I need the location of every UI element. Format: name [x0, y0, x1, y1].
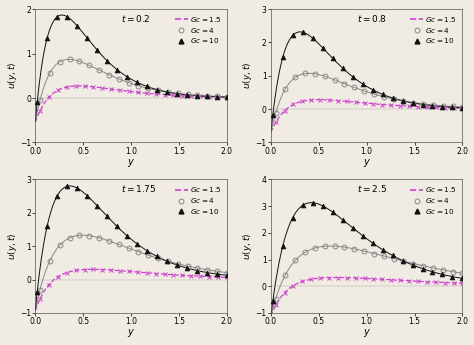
Legend: $Gc = 1.5$, $Gc = 4$, $Gc = 10$: $Gc = 1.5$, $Gc = 4$, $Gc = 10$: [173, 183, 223, 218]
X-axis label: $y$: $y$: [127, 327, 135, 339]
X-axis label: $y$: $y$: [127, 157, 135, 169]
Y-axis label: $u(y,t)$: $u(y,t)$: [6, 62, 18, 89]
Y-axis label: $u(y,t)$: $u(y,t)$: [241, 233, 254, 260]
X-axis label: $y$: $y$: [363, 157, 371, 169]
Text: $t = 1.75$: $t = 1.75$: [121, 184, 156, 195]
Legend: $Gc = 1.5$, $Gc = 4$, $Gc = 10$: $Gc = 1.5$, $Gc = 4$, $Gc = 10$: [408, 183, 459, 218]
Y-axis label: $u(y,t)$: $u(y,t)$: [241, 62, 254, 89]
X-axis label: $y$: $y$: [363, 327, 371, 339]
Text: $t = 2.5$: $t = 2.5$: [357, 184, 387, 195]
Y-axis label: $u(y,t)$: $u(y,t)$: [6, 233, 18, 260]
Legend: $Gc = 1.5$, $Gc = 4$, $Gc = 10$: $Gc = 1.5$, $Gc = 4$, $Gc = 10$: [173, 13, 223, 48]
Text: $t = 0.8$: $t = 0.8$: [357, 13, 387, 24]
Text: $t = 0.2$: $t = 0.2$: [121, 13, 151, 24]
Legend: $Gc = 1.5$, $Gc = 4$, $Gc = 10$: $Gc = 1.5$, $Gc = 4$, $Gc = 10$: [408, 13, 459, 48]
